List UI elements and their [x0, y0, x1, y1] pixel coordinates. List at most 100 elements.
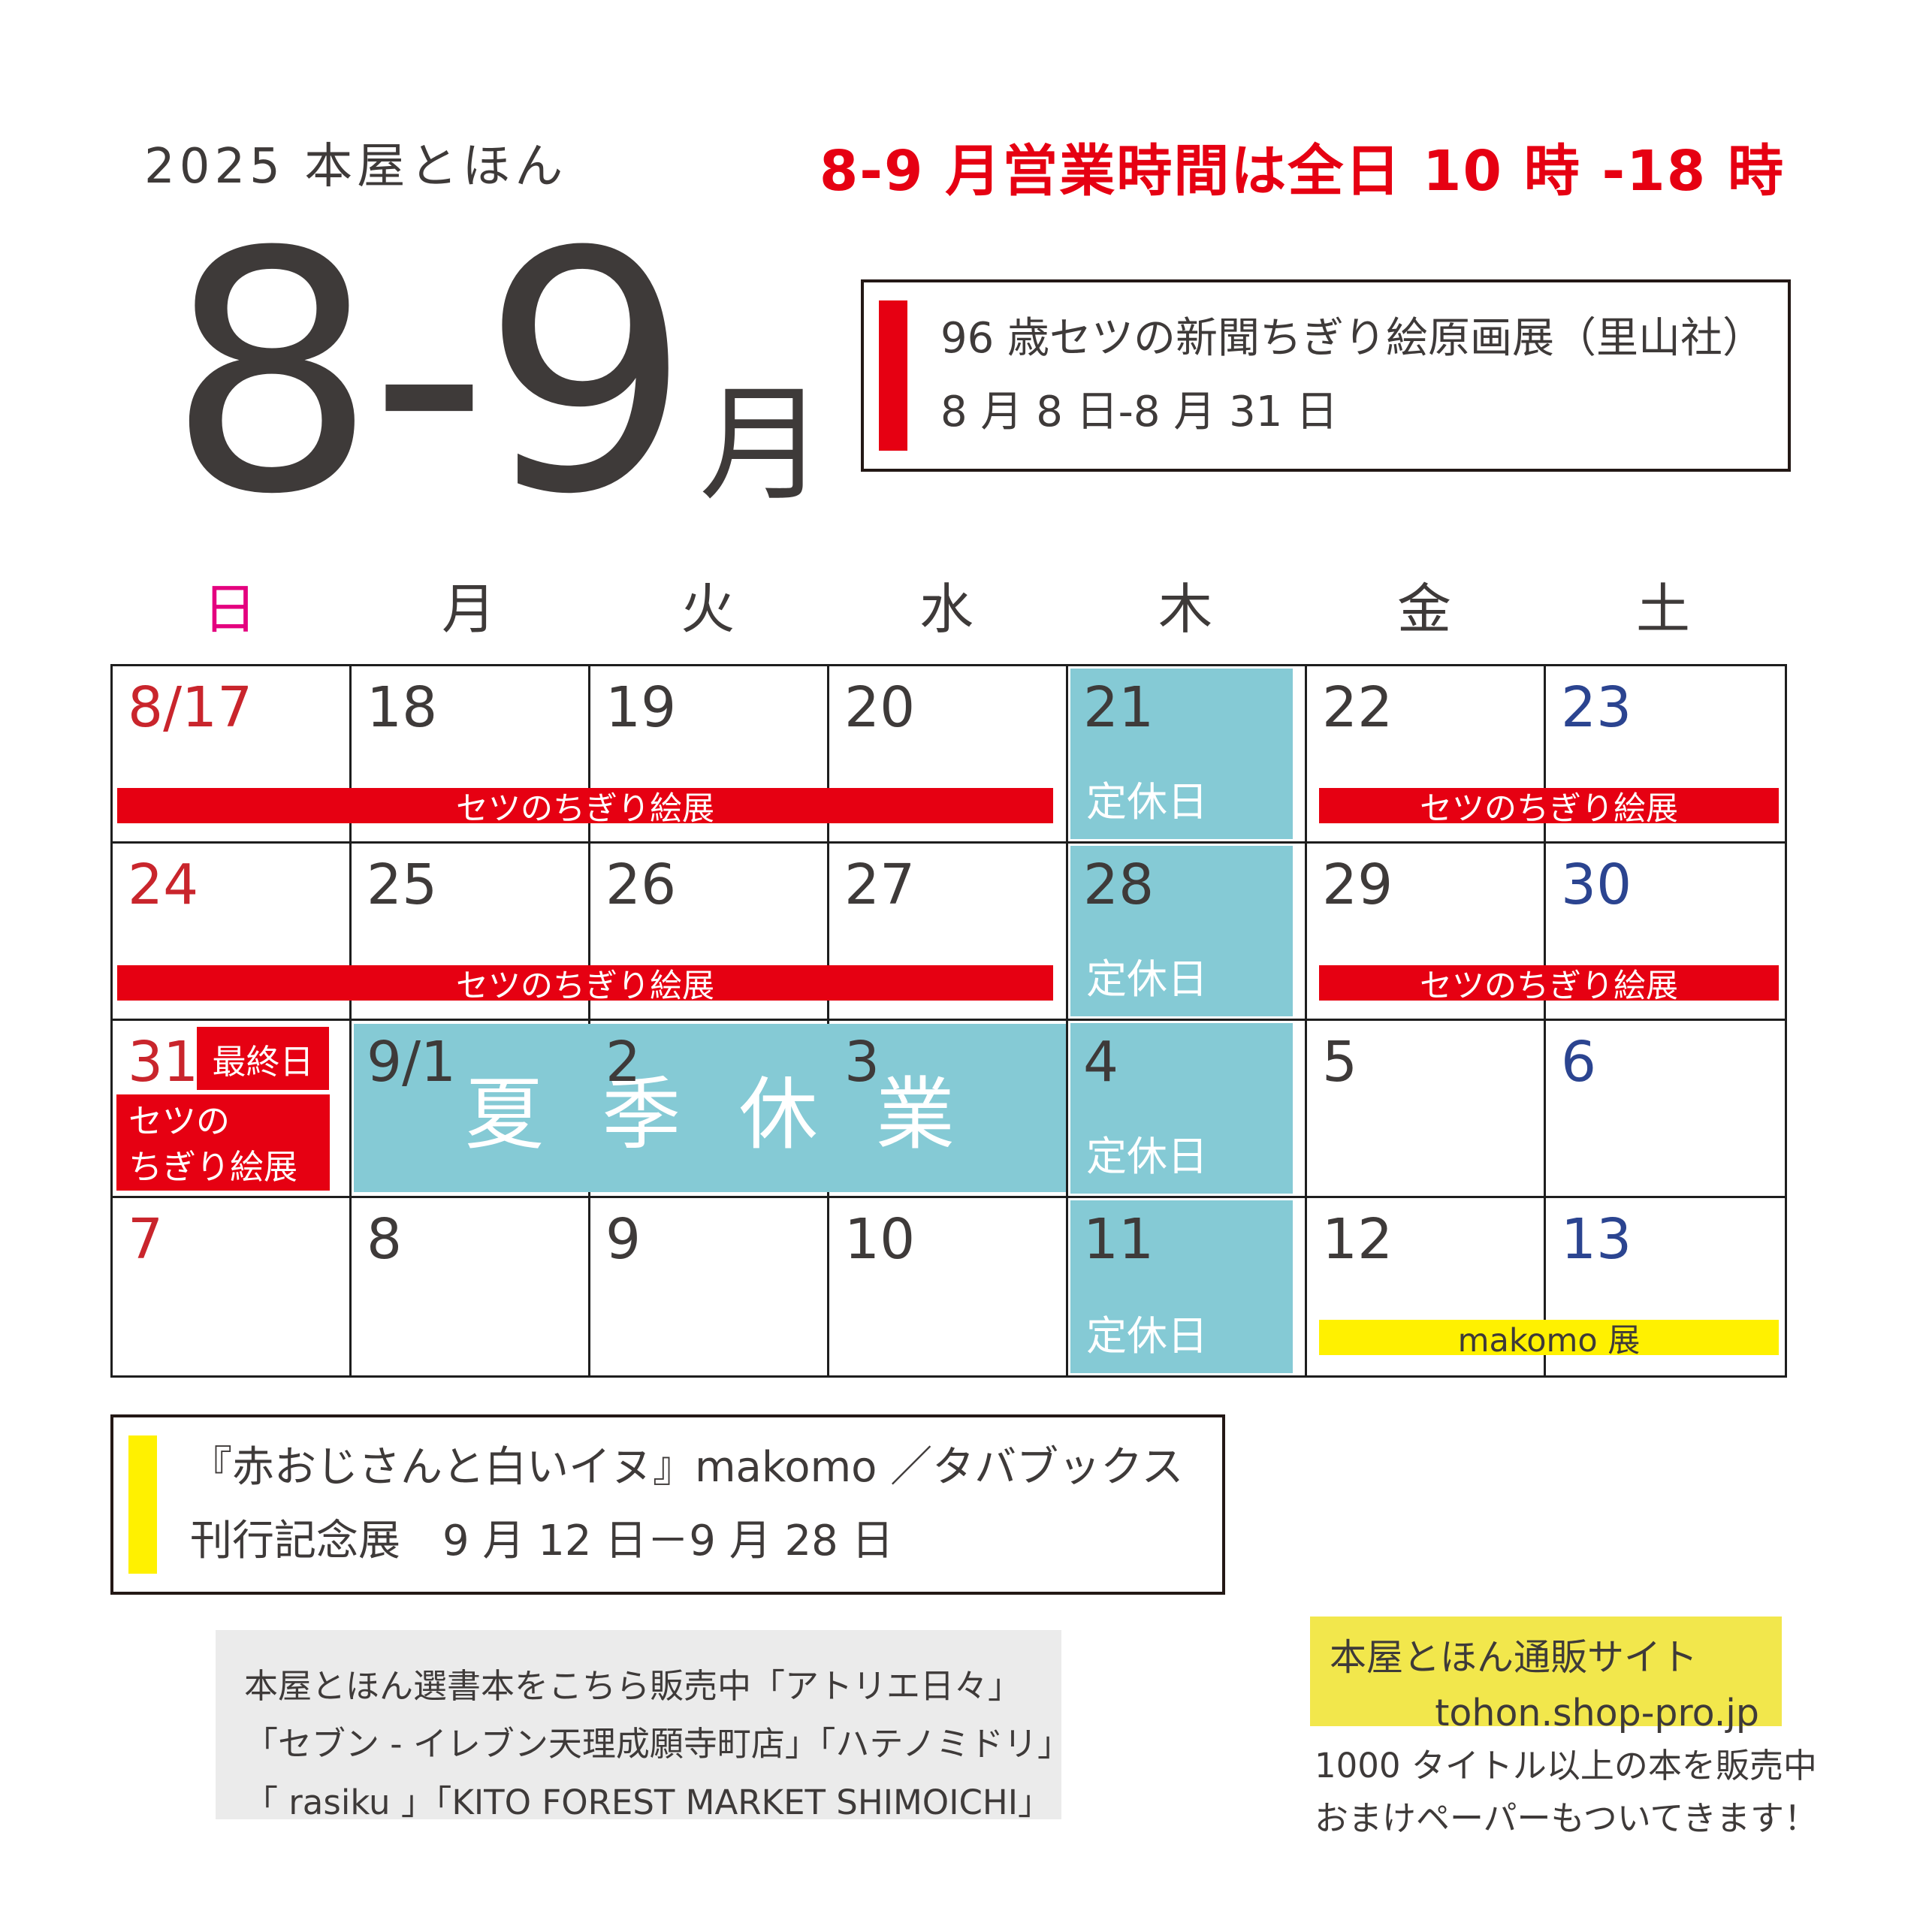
shop-note: 1000 タイトル以上の本を販売中 おまけペーパーもついてきます！ [1315, 1740, 1818, 1845]
month-unit: 月 [699, 371, 826, 518]
closed-day-label: 定休日 [1086, 955, 1208, 1003]
weekday-label-6: 土 [1635, 578, 1690, 641]
day-number-24: 24 [128, 853, 199, 917]
september-event-dates: 刊行記念展 9 月 12 日－9 月 28 日 [190, 1517, 894, 1565]
setsu-exhibition-banner: セツのちぎり絵展 [1319, 965, 1779, 1005]
calendar-cell-21: 21 定休日 [1068, 666, 1307, 844]
final-day-badge: 最終日 [197, 1027, 329, 1090]
yellow-accent-bar [128, 1435, 157, 1574]
day-number-8-17: 8/17 [128, 675, 253, 740]
stockist-line: 本屋とほん選書本をこちら販売中「アトリエ日々」 [244, 1666, 1022, 1706]
day-number-5: 5 [1322, 1030, 1358, 1094]
online-shop-box: 本屋とほん通販サイト tohon.shop-pro.jp [1310, 1617, 1782, 1734]
september-event-text: 『赤おじさんと白いイヌ』makomo ／タバブックス 刊行記念展 9 月 12 … [190, 1431, 1184, 1578]
closed-day-highlight [1070, 669, 1293, 839]
calendar-cell-8: 8 [352, 1198, 590, 1375]
final-day-line: ちぎり絵展 [128, 1146, 298, 1187]
shop-site-label: 本屋とほん通販サイト [1330, 1636, 1698, 1679]
day-number-20: 20 [844, 675, 916, 740]
calendar-cell-24: 24 [113, 844, 352, 1021]
calendar-cell-5: 5 [1307, 1021, 1546, 1198]
stockist-line: 「 rasiku 」「KITO FOREST MARKET SHIMOICHI」 [244, 1782, 1052, 1822]
weekday-label-0: 日 [202, 578, 257, 641]
day-number-10: 10 [844, 1207, 916, 1272]
stockist-line: 「セブン - イレブン天理成願寺町店」「ハテノミドリ」 [244, 1724, 1071, 1764]
final-day-exhibition-block: セツの ちぎり絵展 [116, 1094, 330, 1191]
month-heading: 8-9 月 [167, 209, 826, 539]
day-number-27: 27 [844, 853, 916, 917]
september-event-box: 『赤おじさんと白いイヌ』makomo ／タバブックス 刊行記念展 9 月 12 … [110, 1414, 1225, 1595]
calendar-cell-10: 10 [829, 1198, 1068, 1375]
day-number-28: 28 [1083, 853, 1155, 917]
day-number-8: 8 [367, 1207, 403, 1272]
final-day-line: セツの [128, 1101, 231, 1141]
setsu-exhibition-banner: セツのちぎり絵展 [1319, 788, 1779, 828]
day-number-25: 25 [367, 853, 438, 917]
closed-day-label: 定休日 [1086, 1312, 1208, 1360]
business-hours-notice: 8-9 月営業時間は全日 10 時 -18 時 [819, 139, 1785, 204]
calendar-cell-18: 18 [352, 666, 590, 844]
calendar-cell-22: 22 [1307, 666, 1546, 844]
calendar-cell-12: 12 [1307, 1198, 1546, 1375]
summer-holiday-label: 夏 季 休 業 [464, 1069, 972, 1161]
september-event-title: 『赤おじさんと白いイヌ』makomo ／タバブックス [190, 1443, 1184, 1492]
calendar-cell-8-17: 8/17 [113, 666, 352, 844]
day-number-31: 31 [128, 1030, 199, 1094]
calendar-cell-27: 27 [829, 844, 1068, 1021]
weekday-label-2: 火 [680, 578, 735, 641]
calendar-cell-23: 23 [1546, 666, 1785, 844]
day-number-9-1: 9/1 [367, 1030, 457, 1094]
calendar-cell-19: 19 [590, 666, 829, 844]
page-title: 2025 本屋とほん [144, 139, 568, 195]
day-number-30: 30 [1561, 853, 1632, 917]
day-number-18: 18 [367, 675, 438, 740]
day-number-29: 29 [1322, 853, 1393, 917]
shop-note-line: 1000 タイトル以上の本を販売中 [1315, 1746, 1817, 1786]
day-number-26: 26 [605, 853, 677, 917]
setsu-exhibition-banner: セツのちぎり絵展 [117, 965, 1053, 1005]
closed-day-highlight [1070, 1023, 1293, 1194]
day-number-7: 7 [128, 1207, 164, 1272]
day-number-11: 11 [1083, 1207, 1155, 1272]
calendar-cell-13: 13 [1546, 1198, 1785, 1375]
calendar-cell-28: 28 定休日 [1068, 844, 1307, 1021]
calendar-grid: 8/17 18 19 20 21 定休日 22 23 24 25 26 27 28 定休日 29 30 31 4 定… [110, 664, 1787, 1378]
weekday-label-5: 金 [1396, 578, 1451, 641]
day-number-19: 19 [605, 675, 677, 740]
calendar-cell-6: 6 [1546, 1021, 1785, 1198]
weekday-header-row: 日月火水木金土 [110, 565, 1783, 643]
calendar-cell-11: 11 定休日 [1068, 1198, 1307, 1375]
weekday-label-4: 木 [1158, 578, 1212, 641]
calendar-cell-4: 4 定休日 [1068, 1021, 1307, 1198]
weekday-label-3: 水 [919, 578, 974, 641]
calendar-cell-7: 7 [113, 1198, 352, 1375]
day-number-9: 9 [605, 1207, 641, 1272]
calendar-cell-25: 25 [352, 844, 590, 1021]
calendar-cell-30: 30 [1546, 844, 1785, 1021]
day-number-4: 4 [1083, 1030, 1119, 1094]
makomo-exhibition-banner: makomo 展 [1319, 1320, 1779, 1360]
calendar-cell-31: 31 [113, 1021, 352, 1198]
august-event-box: 96 歳セツの新聞ちぎり絵原画展（里山社） 8 月 8 日-8 月 31 日 [861, 279, 1791, 472]
closed-day-highlight [1070, 846, 1293, 1016]
day-number-22: 22 [1322, 675, 1393, 740]
shop-note-line: おまけペーパーもついてきます！ [1315, 1798, 1819, 1838]
month-numbers: 8-9 [167, 182, 692, 566]
setsu-exhibition-banner: セツのちぎり絵展 [117, 788, 1053, 828]
weekday-label-1: 月 [441, 578, 496, 641]
august-event-text: 96 歳セツの新聞ちぎり絵原画展（里山社） 8 月 8 日-8 月 31 日 [940, 302, 1764, 449]
red-accent-bar [879, 300, 907, 451]
day-number-12: 12 [1322, 1207, 1393, 1272]
august-event-dates: 8 月 8 日-8 月 31 日 [940, 388, 1339, 436]
calendar-cell-9: 9 [590, 1198, 829, 1375]
day-number-2: 2 [605, 1030, 641, 1094]
august-event-title: 96 歳セツの新聞ちぎり絵原画展（里山社） [940, 314, 1765, 363]
calendar-cell-29: 29 [1307, 844, 1546, 1021]
shop-site-url[interactable]: tohon.shop-pro.jp [1435, 1691, 1759, 1734]
closed-day-label: 定休日 [1086, 778, 1208, 826]
stockists-box: 本屋とほん選書本をこちら販売中「アトリエ日々」 「セブン - イレブン天理成願寺… [216, 1630, 1071, 1822]
summer-holiday-block: 夏 季 休 業 [354, 1024, 1066, 1192]
day-number-6: 6 [1561, 1030, 1597, 1094]
closed-day-highlight [1070, 1200, 1293, 1373]
